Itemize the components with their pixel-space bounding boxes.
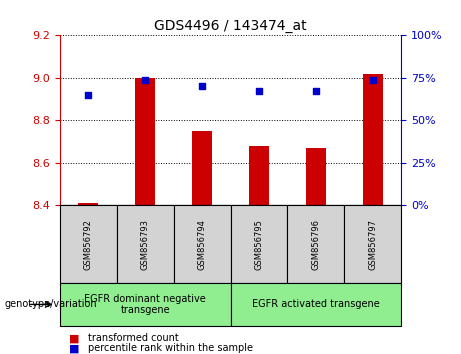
- Text: transformed count: transformed count: [88, 333, 178, 343]
- Bar: [78, 203, 98, 205]
- Text: GSM856794: GSM856794: [198, 219, 207, 270]
- Text: EGFR activated transgene: EGFR activated transgene: [252, 299, 380, 309]
- Bar: [135, 78, 155, 205]
- Point: [312, 88, 319, 94]
- Point: [255, 88, 263, 94]
- Text: genotype/variation: genotype/variation: [5, 299, 97, 309]
- Text: ■: ■: [69, 333, 80, 343]
- Text: GSM856792: GSM856792: [84, 219, 93, 270]
- Title: GDS4496 / 143474_at: GDS4496 / 143474_at: [154, 19, 307, 33]
- Point: [198, 84, 206, 89]
- Bar: [192, 131, 212, 205]
- Text: ■: ■: [69, 343, 80, 353]
- Text: GSM856793: GSM856793: [141, 219, 150, 270]
- Bar: [249, 146, 269, 205]
- Text: GSM856797: GSM856797: [368, 219, 377, 270]
- Point: [85, 92, 92, 98]
- Bar: [306, 148, 326, 205]
- Text: GSM856795: GSM856795: [254, 219, 263, 270]
- Text: EGFR dominant negative
transgene: EGFR dominant negative transgene: [84, 293, 206, 315]
- Text: GSM856796: GSM856796: [311, 219, 320, 270]
- Text: percentile rank within the sample: percentile rank within the sample: [88, 343, 253, 353]
- Point: [369, 77, 376, 82]
- Point: [142, 77, 149, 82]
- Bar: [363, 74, 383, 205]
